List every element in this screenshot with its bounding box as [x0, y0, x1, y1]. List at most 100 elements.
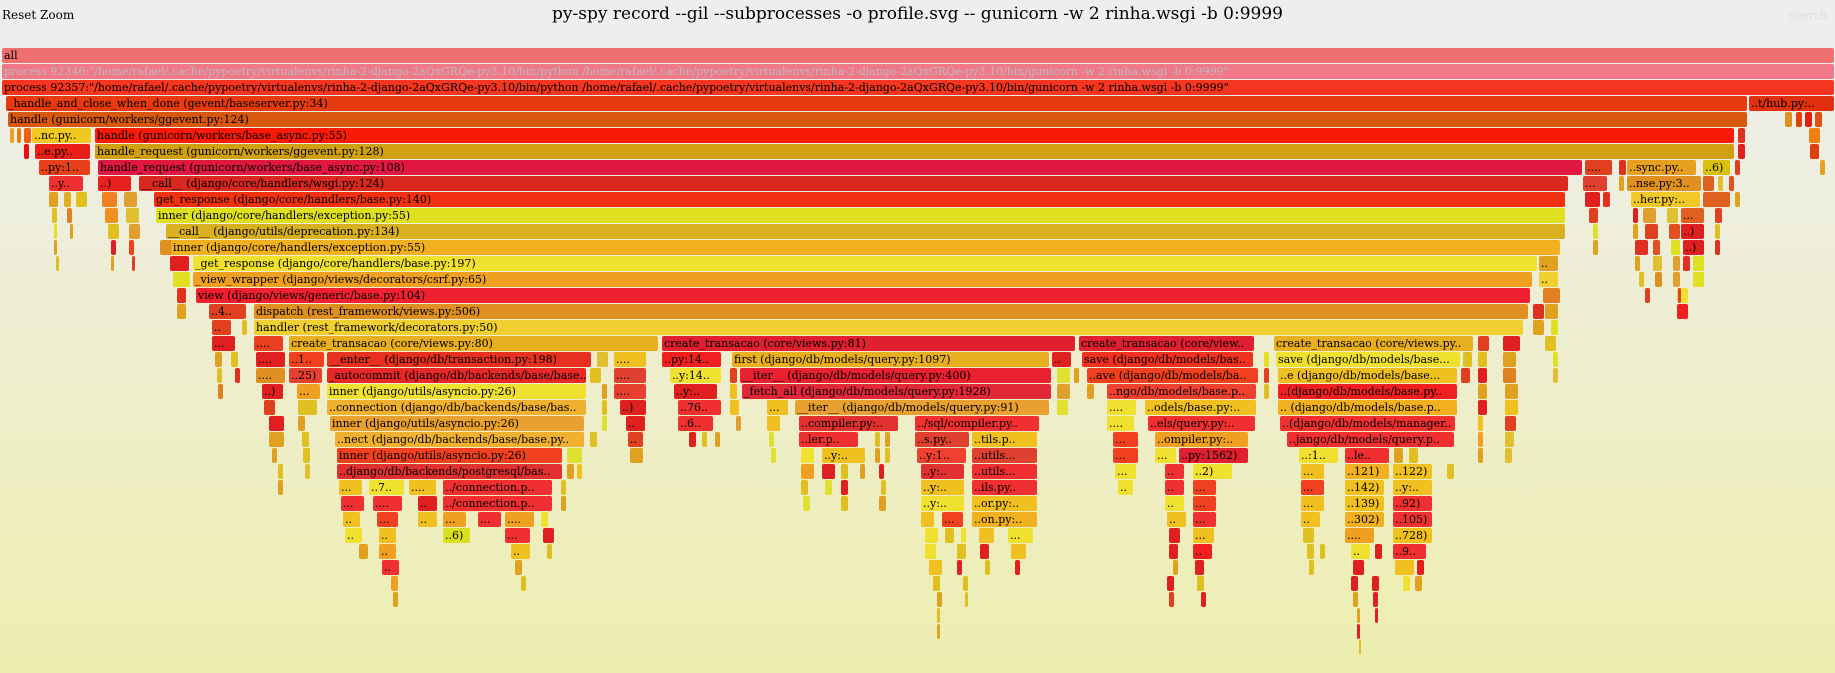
frame-bar[interactable] [1545, 336, 1556, 351]
frame-bar[interactable] [1718, 176, 1723, 191]
frame-bar[interactable] [1503, 368, 1516, 383]
frame[interactable]: ..6) [443, 528, 470, 543]
frame[interactable] [771, 448, 776, 463]
frame-bar[interactable] [1589, 208, 1598, 223]
frame-bar[interactable] [98, 176, 131, 191]
frame[interactable]: ... [1301, 480, 1324, 495]
frame[interactable] [1015, 560, 1020, 575]
frame[interactable]: .. [1165, 496, 1184, 511]
frame-bar[interactable] [1738, 144, 1745, 159]
frame[interactable] [767, 416, 780, 431]
frame-bar[interactable] [1653, 240, 1660, 255]
frame[interactable] [577, 464, 582, 479]
frame[interactable]: ..nc.py.. [32, 128, 91, 143]
frame-bar[interactable] [702, 432, 707, 447]
frame-bar[interactable] [1603, 192, 1610, 207]
frame-bar[interactable] [327, 352, 591, 367]
frame[interactable] [1738, 144, 1745, 159]
frame-bar[interactable] [1669, 224, 1680, 239]
frame-bar[interactable] [217, 368, 222, 383]
frame[interactable] [1619, 176, 1624, 191]
frame[interactable] [933, 576, 940, 591]
frame-bar[interactable] [1415, 576, 1422, 591]
frame[interactable]: .... [409, 480, 436, 495]
frame[interactable]: ... [1193, 480, 1216, 495]
frame-bar[interactable] [6, 96, 1747, 111]
frame[interactable]: inner (django/core/handlers/exception.py… [156, 208, 1565, 223]
frame[interactable]: .. [382, 560, 399, 575]
frame[interactable] [822, 464, 835, 479]
frame-bar[interactable] [1703, 160, 1730, 175]
frame[interactable]: .. [343, 512, 360, 527]
frame[interactable] [1677, 304, 1688, 319]
frame-bar[interactable] [173, 272, 190, 287]
frame[interactable] [129, 240, 134, 255]
frame[interactable]: ... [1681, 208, 1704, 223]
frame-bar[interactable] [972, 432, 1037, 447]
frame-bar[interactable] [1345, 480, 1384, 495]
frame[interactable] [925, 528, 938, 543]
frame[interactable] [1505, 384, 1518, 399]
frame[interactable] [937, 592, 942, 607]
frame-bar[interactable] [841, 480, 848, 495]
frame-bar[interactable] [24, 144, 29, 159]
frame[interactable]: inner (django/utils/asyncio.py:26) [337, 448, 562, 463]
frame-bar[interactable] [337, 448, 562, 463]
frame[interactable] [963, 576, 968, 591]
frame-bar[interactable] [567, 464, 574, 479]
frame[interactable] [730, 400, 739, 415]
frame-bar[interactable] [1057, 400, 1068, 415]
frame[interactable]: ..y:14.. [670, 368, 721, 383]
frame-bar[interactable] [662, 336, 1075, 351]
frame[interactable] [1810, 144, 1819, 159]
frame-bar[interactable] [126, 208, 139, 223]
frame-bar[interactable] [1179, 448, 1248, 463]
frame-bar[interactable] [39, 160, 90, 175]
frame[interactable]: handler (rest_framework/decorators.py:50… [254, 320, 1523, 335]
frame-bar[interactable] [881, 480, 886, 495]
frame-bar[interactable] [841, 464, 848, 479]
frame-bar[interactable] [1678, 288, 1681, 303]
frame-bar[interactable] [1639, 272, 1644, 287]
frame[interactable] [1074, 368, 1079, 383]
frame-bar[interactable] [1264, 368, 1269, 383]
frame[interactable] [965, 592, 968, 607]
frame-bar[interactable] [1393, 480, 1432, 495]
frame-bar[interactable] [933, 576, 940, 591]
frame[interactable]: ... [443, 512, 466, 527]
frame-bar[interactable] [156, 208, 1565, 223]
frame[interactable] [1693, 256, 1704, 271]
frame[interactable] [393, 592, 398, 607]
frame[interactable]: .... [1107, 416, 1134, 431]
frame[interactable]: .... [614, 384, 646, 399]
frame-bar[interactable] [822, 464, 835, 479]
frame-bar[interactable] [1301, 496, 1324, 511]
frame-bar[interactable] [303, 448, 310, 463]
frame-bar[interactable] [391, 576, 398, 591]
frame[interactable] [1729, 176, 1734, 191]
frame[interactable] [590, 432, 597, 447]
frame-bar[interactable] [1107, 416, 1134, 431]
frame[interactable] [875, 448, 880, 463]
frame-bar[interactable] [1113, 448, 1138, 463]
frame-bar[interactable] [1276, 352, 1460, 367]
frame-bar[interactable] [1278, 400, 1457, 415]
frame[interactable] [980, 544, 989, 559]
frame-bar[interactable] [1715, 240, 1720, 255]
frame-bar[interactable] [1478, 384, 1487, 399]
frame[interactable]: ... [1193, 496, 1216, 511]
frame-bar[interactable] [256, 352, 285, 367]
frame-bar[interactable] [54, 240, 57, 255]
frame[interactable]: ... [478, 512, 501, 527]
frame-bar[interactable] [1673, 272, 1680, 287]
frame-bar[interactable] [929, 560, 942, 575]
frame-bar[interactable] [937, 592, 942, 607]
frame-bar[interactable] [1463, 352, 1472, 367]
frame-bar[interactable] [1301, 464, 1324, 479]
frame-bar[interactable] [1278, 368, 1457, 383]
frame[interactable] [1359, 640, 1361, 655]
frame[interactable] [597, 352, 608, 367]
frame-bar[interactable] [1478, 448, 1483, 463]
frame-bar[interactable] [256, 368, 285, 383]
frame-bar[interactable] [124, 192, 137, 207]
